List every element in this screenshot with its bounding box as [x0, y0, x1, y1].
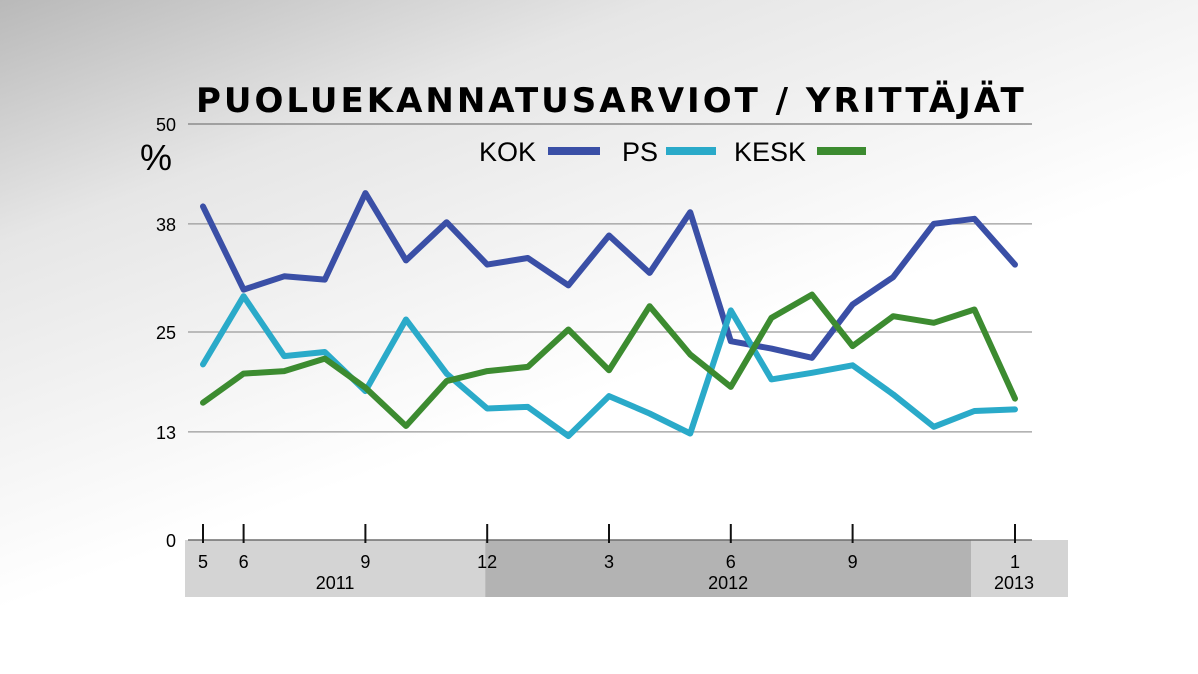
- x-ticks: 5 6 9 12 3 6 9 1: [198, 524, 1020, 572]
- legend-label-kok: KOK: [479, 137, 536, 167]
- series-line-kok: [200, 190, 1018, 361]
- legend-label-kesk: KESK: [734, 137, 806, 167]
- y-tick-label-0: 0: [166, 531, 176, 551]
- series-line-kesk: [200, 291, 1018, 429]
- x-tick-label-2011-12: 12: [477, 552, 497, 572]
- year-label-2013: 2013: [994, 573, 1034, 593]
- x-tick-label-2012-03: 3: [604, 552, 614, 572]
- year-label-2011: 2011: [316, 573, 355, 593]
- x-axis-year-bands: 2011 2012 2013: [185, 540, 1068, 597]
- x-tick-label-2013-01: 1: [1010, 552, 1020, 572]
- legend-label-ps: PS: [622, 137, 658, 167]
- legend: KOK PS KESK: [479, 137, 866, 167]
- y-tick-label-50: 50: [156, 115, 176, 135]
- x-tick-label-2011-09: 9: [360, 552, 370, 572]
- y-axis-unit: %: [140, 137, 172, 178]
- year-band-2013: [971, 540, 1068, 597]
- x-tick-label-2012-06: 6: [726, 552, 736, 572]
- series-lines: [200, 190, 1018, 439]
- y-tick-labels: 0 13 25 38 50: [156, 115, 176, 551]
- year-band-2011: [185, 540, 486, 597]
- x-tick-label-2012-09: 9: [848, 552, 858, 572]
- x-tick-label-2011-05: 5: [198, 552, 208, 572]
- chart-title: PUOLUEKANNATUSARVIOT / YRITTÄJÄT: [196, 80, 1027, 121]
- y-tick-label-25: 25: [156, 323, 176, 343]
- year-label-2012: 2012: [708, 573, 748, 593]
- y-tick-label-13: 13: [156, 423, 176, 443]
- y-gridlines: [188, 223, 1032, 541]
- x-tick-label-2011-06: 6: [239, 552, 249, 572]
- y-tick-label-38: 38: [156, 215, 176, 235]
- year-band-2012: [485, 540, 971, 597]
